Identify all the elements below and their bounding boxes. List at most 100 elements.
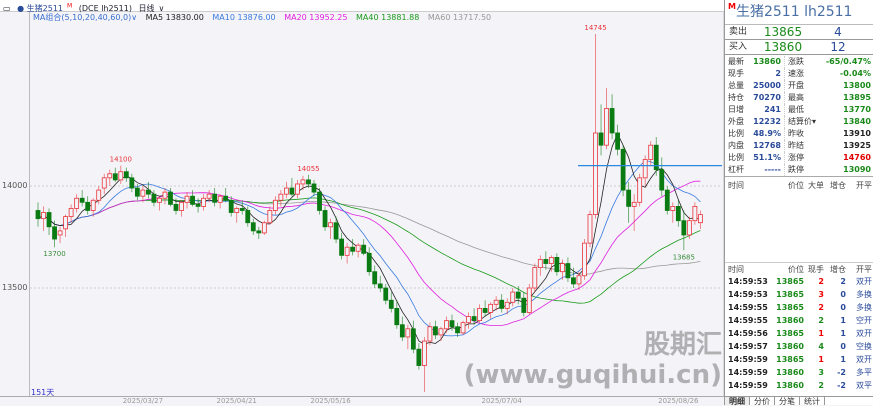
tick-price: 13865 — [776, 355, 804, 364]
candle-body — [300, 179, 306, 185]
extreme-price-label: 14100 — [110, 156, 132, 164]
tick-type: 双开 — [856, 355, 872, 364]
ma-group-selector[interactable]: MA组合(5,10,20,40,60,0)∨ — [33, 13, 138, 22]
days-count: 151天 — [31, 388, 55, 397]
tick-row: 14:59:55 13865 2 0 多换 — [725, 301, 873, 314]
period-selector[interactable]: 日线 ∨ — [139, 4, 169, 13]
candle-body — [466, 316, 471, 324]
candle-body — [267, 210, 273, 224]
column-header: 时间 — [728, 181, 744, 190]
candle-body — [90, 199, 96, 211]
quote-title: M生猪2511 lh2511 — [725, 0, 873, 25]
candle-body — [57, 230, 63, 236]
stat-row: 内盘 12768 昨结 13925 — [725, 140, 873, 152]
tab-3[interactable]: 统计 — [800, 397, 825, 406]
tick-time: 14:59:53 — [728, 277, 768, 286]
date-tick: 2025/08/26 — [658, 397, 699, 405]
candle-body — [488, 303, 494, 313]
big-order-list — [725, 192, 873, 262]
stat-value: 12768 — [749, 140, 785, 152]
candle-body — [394, 307, 400, 326]
candle-body — [63, 216, 68, 230]
tick-oi-change: 0 — [840, 290, 846, 299]
candle-body — [444, 320, 449, 330]
stat-row: 杠杆 ----- 跌停 13090 — [725, 164, 873, 176]
candle-body — [582, 242, 587, 277]
column-header: 现手 — [808, 265, 824, 274]
stat-row: 外盘 12232 结算价▾ 13840 — [725, 116, 873, 128]
candle-body — [526, 287, 532, 313]
stat-label: 日增 — [728, 105, 744, 114]
candle-body — [554, 256, 560, 273]
period-label: 日线 — [138, 3, 155, 13]
symbol-label[interactable]: ● 生猪2511 M — [17, 2, 73, 13]
candle-body — [179, 201, 184, 211]
candle-body — [295, 183, 300, 195]
stat-value: 25000 — [749, 80, 785, 92]
ask-label: 卖出 — [729, 27, 748, 37]
tab-1[interactable]: 分价 — [750, 397, 775, 406]
ask-row[interactable]: 卖出 13865 4 — [725, 25, 873, 40]
tick-price: 13865 — [776, 303, 804, 312]
stat-value: 70270 — [749, 92, 785, 104]
tick-oi-change: 0 — [840, 342, 846, 351]
chart-mode-icon[interactable]: ▭ — [3, 3, 11, 13]
candle-body — [123, 171, 129, 179]
candle-body — [675, 205, 681, 222]
candle-body — [245, 210, 251, 224]
candle-body — [576, 275, 582, 285]
stat-value: 12232 — [749, 116, 785, 128]
ma60-value: MA60 13717.50 — [427, 13, 492, 22]
candle-body — [339, 238, 345, 256]
candle-body — [223, 195, 229, 201]
stat-value: 13860 — [749, 56, 785, 68]
candle-body — [239, 208, 245, 211]
stat-label: 最高 — [788, 93, 804, 102]
ma-legend: MA组合(5,10,20,40,60,0)∨ MA5 13830.00 MA10… — [33, 13, 497, 23]
bid-row[interactable]: 买入 13860 12 — [725, 40, 873, 55]
candle-body — [405, 328, 411, 338]
tick-list[interactable]: 14:59:53 13865 2 2 双开 14:59:53 13865 3 0 多换 14:59:… — [725, 275, 873, 392]
stat-value: 13895 — [843, 93, 871, 102]
watermark: 股期汇(www.guqihui.cn) — [463, 330, 722, 390]
extreme-price-label: 14745 — [584, 24, 606, 32]
bid-volume: 12 — [830, 40, 846, 54]
candle-body — [543, 259, 549, 264]
stat-label: 最低 — [788, 105, 804, 114]
stat-row: 最新 13860 涨跌 -65/0.47% — [725, 56, 873, 68]
candle-body — [670, 205, 676, 211]
column-header: 增仓 — [830, 265, 846, 274]
candle-body — [593, 132, 598, 215]
candle-body — [250, 222, 256, 232]
stat-label: 内盘 — [728, 141, 744, 150]
ma5-value: MA5 13830.00 — [145, 13, 204, 22]
candle-body — [598, 132, 604, 146]
tick-volume: 2 — [818, 303, 824, 312]
tick-time: 14:59:55 — [728, 303, 768, 312]
stat-label: 昨收 — [788, 129, 804, 138]
candle-body — [272, 199, 278, 211]
tab-2[interactable]: 分笔 — [775, 397, 800, 406]
tab-0[interactable]: 明细 — [725, 397, 750, 406]
candle-body — [615, 132, 620, 150]
candle-body — [283, 187, 289, 195]
candle-body — [344, 246, 350, 256]
main-contract-flag: M — [728, 2, 736, 11]
stat-label: 最新 — [728, 57, 744, 66]
candle-body — [499, 299, 505, 309]
candle-body — [46, 212, 52, 228]
candle-body — [41, 212, 46, 220]
candle-body — [112, 173, 118, 181]
stat-label: 涨跌 — [788, 57, 804, 66]
stat-label: 跌停 — [788, 165, 804, 174]
tick-volume: 2 — [818, 316, 824, 325]
candle-body — [659, 169, 665, 191]
stat-label: 比例 — [728, 153, 744, 162]
candle-body — [234, 208, 240, 213]
tick-time: 14:59:53 — [728, 290, 768, 299]
price-tick: 13500 — [2, 283, 28, 292]
date-tick: 2025/07/04 — [481, 397, 522, 405]
candle-body — [620, 148, 626, 191]
candle-body — [35, 210, 41, 220]
